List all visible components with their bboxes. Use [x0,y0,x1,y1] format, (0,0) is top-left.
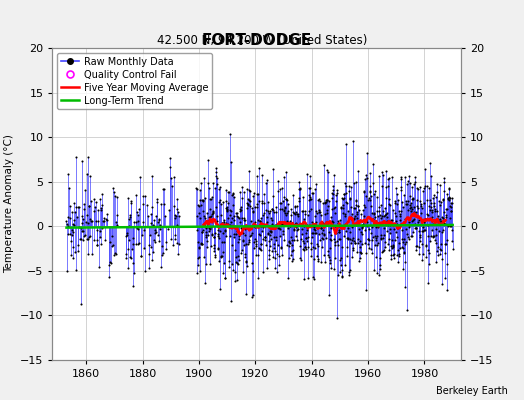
Y-axis label: Temperature Anomaly (°C): Temperature Anomaly (°C) [4,134,15,274]
Legend: Raw Monthly Data, Quality Control Fail, Five Year Moving Average, Long-Term Tren: Raw Monthly Data, Quality Control Fail, … [57,53,212,109]
Text: Berkeley Earth: Berkeley Earth [436,386,508,396]
Text: 42.500 N, 94.200 W (United States): 42.500 N, 94.200 W (United States) [157,34,367,47]
Title: FORT-DODGE: FORT-DODGE [202,33,312,48]
